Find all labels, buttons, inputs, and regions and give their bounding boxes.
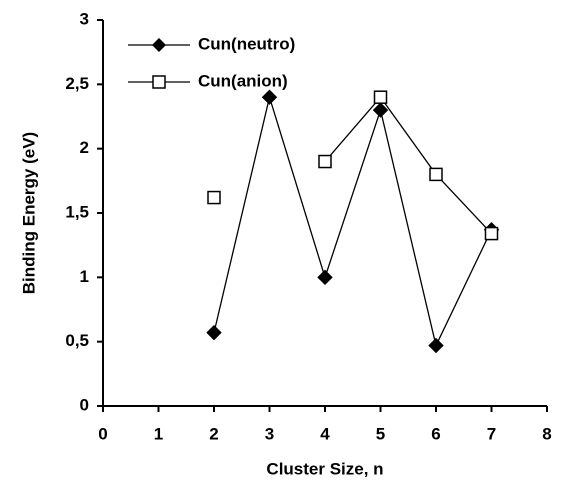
diamond-marker xyxy=(317,269,333,286)
y-tick-label: 0 xyxy=(80,395,89,414)
legend-square xyxy=(152,75,166,89)
diamond-marker xyxy=(261,89,278,105)
diamond-marker xyxy=(428,337,444,354)
square-marker xyxy=(429,167,443,182)
series-line xyxy=(324,96,492,235)
y-tick-label: 1,5 xyxy=(65,202,89,221)
x-tick-label: 6 xyxy=(431,424,440,443)
x-tick-label: 2 xyxy=(209,424,218,443)
square-marker xyxy=(373,90,388,104)
x-tick-label: 4 xyxy=(320,424,330,443)
y-tick-label: 1 xyxy=(80,267,89,286)
x-tick-label: 8 xyxy=(542,424,551,443)
y-tick-label: 0,5 xyxy=(65,331,89,350)
x-tick-label: 3 xyxy=(265,424,274,443)
square-marker xyxy=(207,190,221,205)
square-marker xyxy=(318,154,332,169)
legend-diamond xyxy=(152,38,166,52)
legend-label: Cun(neutro) xyxy=(198,34,295,53)
x-tick-label: 5 xyxy=(376,424,385,443)
x-tick-label: 1 xyxy=(154,424,163,443)
y-tick-label: 2 xyxy=(80,138,89,157)
y-axis-label: Binding Energy (eV) xyxy=(19,132,38,294)
x-axis-label: Cluster Size, n xyxy=(266,459,383,478)
diamond-marker xyxy=(372,102,389,118)
square-marker xyxy=(484,226,499,241)
diamond-marker xyxy=(206,324,222,341)
legend-label: Cun(anion) xyxy=(198,71,288,90)
series-line xyxy=(213,94,493,348)
y-tick-label: 3 xyxy=(80,9,89,28)
x-tick-label: 7 xyxy=(487,424,496,443)
x-tick-label: 0 xyxy=(98,424,107,443)
y-tick-label: 2,5 xyxy=(65,74,89,93)
